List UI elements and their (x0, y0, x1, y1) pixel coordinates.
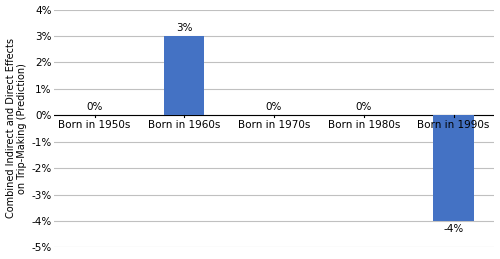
Text: Born in 1960s: Born in 1960s (148, 120, 220, 130)
Text: Born in 1990s: Born in 1990s (418, 120, 490, 130)
Y-axis label: Combined Indirect and Direct Effects
on Trip-Making (Prediction): Combined Indirect and Direct Effects on … (6, 39, 27, 219)
Text: 0%: 0% (266, 102, 282, 112)
Text: 0%: 0% (356, 102, 372, 112)
Bar (164, 36, 204, 115)
Text: 3%: 3% (176, 23, 192, 33)
Text: 0%: 0% (86, 102, 102, 112)
Text: Born in 1970s: Born in 1970s (238, 120, 310, 130)
Text: Born in 1980s: Born in 1980s (328, 120, 400, 130)
Text: Born in 1950s: Born in 1950s (58, 120, 130, 130)
Bar (434, 115, 474, 221)
Text: -4%: -4% (444, 224, 464, 234)
